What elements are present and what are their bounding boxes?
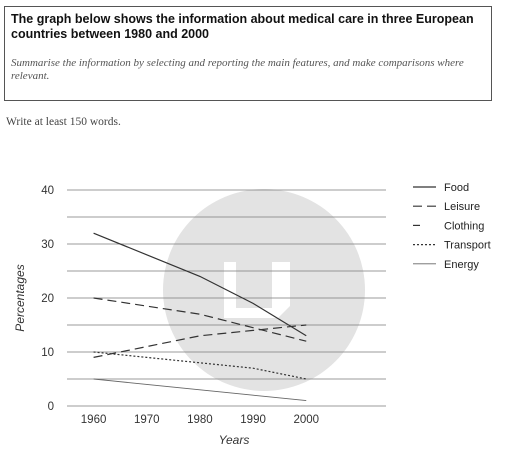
y-tick-label: 0 — [48, 401, 54, 413]
y-tick-label: 40 — [41, 185, 54, 197]
task-instruction: Summarise the information by selecting a… — [11, 57, 464, 82]
legend-label-energy: Energy — [444, 259, 479, 271]
y-tick-label: 10 — [41, 347, 54, 359]
legend-label-leisure: Leisure — [444, 201, 480, 213]
x-tick-label: 1970 — [134, 414, 160, 426]
x-tick-label: 1960 — [81, 414, 107, 426]
series-line-clothing — [93, 324, 307, 358]
book-logo-icon — [163, 189, 365, 391]
x-tick-label: 2000 — [293, 414, 319, 426]
y-tick-label: 20 — [41, 293, 54, 305]
chart-series — [93, 232, 307, 402]
chart-gridlines — [67, 189, 386, 407]
x-axis-title: Years — [219, 433, 250, 447]
y-axis-title: Percentages — [13, 264, 27, 331]
legend-label-food: Food — [444, 182, 469, 194]
series-line-leisure — [93, 297, 307, 342]
series-line-energy — [93, 378, 307, 402]
x-tick-label: 1990 — [240, 414, 266, 426]
legend-label-transport: Transport — [444, 240, 491, 252]
watermark-book-spine — [276, 268, 284, 310]
legend-label-clothing: Clothing — [444, 220, 484, 232]
y-tick-label: 30 — [41, 239, 54, 251]
chart-legend: Food Leisure Clothing Transport Energy — [413, 182, 491, 271]
task-box: The graph below shows the information ab… — [4, 6, 492, 101]
chart-tick-labels: 0 10 20 30 40 1960 1970 1980 1990 2000 — [41, 185, 319, 426]
task-heading: The graph below shows the information ab… — [11, 12, 474, 41]
x-tick-label: 1980 — [187, 414, 213, 426]
word-count-note: Write at least 150 words. — [6, 116, 121, 128]
watermark-book-inner — [236, 250, 272, 308]
series-line-food — [93, 232, 307, 337]
